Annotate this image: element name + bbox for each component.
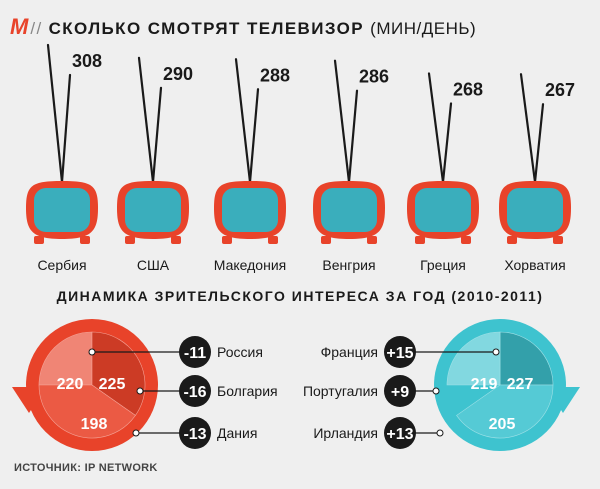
title-separator: //: [30, 19, 43, 38]
change-badge-label: +15: [386, 345, 413, 362]
change-badge-label: -13: [183, 426, 206, 443]
tv-screen: [415, 188, 471, 232]
antenna-right: [347, 89, 359, 184]
circle-sector: [499, 331, 554, 386]
circle-sector: [456, 384, 554, 439]
tv-foot-right: [80, 236, 90, 244]
tv-value-label: 288: [260, 65, 290, 85]
circle-value-label: 227: [507, 376, 534, 393]
country-label: Португалия: [303, 383, 378, 399]
tv-foot-right: [461, 236, 471, 244]
tv-foot-left: [125, 236, 135, 244]
tv-country-label: США: [137, 257, 170, 273]
section-title: ДИНАМИКА ЗРИТЕЛЬСКОГО ИНТЕРЕСА ЗА ГОД (2…: [56, 288, 544, 304]
tv-chart: 308 Сербия 290 США 288 Македония 286 Венгрия 268…: [26, 43, 575, 273]
country-label: Болгария: [217, 383, 278, 399]
tv-country-label: Македония: [214, 257, 286, 273]
tv-value-label: 308: [72, 51, 102, 71]
tv-country-label: Хорватия: [504, 257, 565, 273]
circle-sector: [38, 384, 136, 439]
antenna-right: [60, 73, 72, 184]
circle-value-label: 205: [489, 416, 516, 433]
tv-country-label: Греция: [420, 257, 466, 273]
country-label: Ирландия: [313, 425, 378, 441]
tv-1: 308 Сербия: [26, 43, 102, 273]
tv-foot-left: [415, 236, 425, 244]
circle-value-label: 198: [81, 416, 108, 433]
tv-4: 286 Венгрия: [313, 59, 389, 273]
arrow-down-icon: [546, 387, 580, 413]
tv-foot-right: [553, 236, 563, 244]
tv-5: 268 Греция: [407, 72, 483, 273]
tv-screen: [507, 188, 563, 232]
antenna-left: [234, 58, 252, 184]
title-unit: (МИН/ДЕНЬ): [370, 19, 477, 38]
change-badge: [179, 417, 211, 449]
tv-foot-right: [367, 236, 377, 244]
tv-screen: [321, 188, 377, 232]
tv-value-label: 286: [359, 67, 389, 87]
change-badge: [179, 336, 211, 368]
leader-dot: [432, 387, 440, 395]
antenna-right: [441, 102, 453, 184]
tv-screen: [125, 188, 181, 232]
change-badge-label: +9: [391, 384, 409, 401]
tv-value-label: 267: [545, 80, 575, 100]
chart-title: М// СКОЛЬКО СМОТРЯТ ТЕЛЕВИЗОР (МИН/ДЕНЬ): [10, 14, 476, 40]
logo: М: [10, 14, 29, 39]
leader-dot: [492, 348, 500, 356]
tv-value-label: 290: [163, 64, 193, 84]
circle-sector: [91, 331, 146, 416]
leader-dot: [88, 348, 96, 356]
circle-sector: [38, 331, 93, 386]
antenna-left: [427, 72, 445, 184]
leader-dot: [436, 429, 444, 437]
tv-country-label: Венгрия: [322, 257, 375, 273]
antenna-right: [533, 103, 545, 184]
antenna-left: [46, 43, 64, 184]
change-badge-label: -11: [184, 345, 206, 362]
tv-2: 290 США: [117, 56, 193, 273]
antenna-left: [519, 73, 537, 184]
arrow-down-icon: [12, 387, 46, 413]
right-circle-group: 219 227 205 +15 Франция +9 Португалия +13 Ирланд…: [303, 319, 580, 451]
tv-screen: [34, 188, 90, 232]
circle-value-label: 220: [57, 376, 84, 393]
leader-dot: [136, 387, 144, 395]
tv-foot-left: [321, 236, 331, 244]
tv-3: 288 Македония: [214, 58, 290, 273]
circle-value-label: 225: [99, 376, 126, 393]
country-label: Дания: [217, 425, 257, 441]
circle-sector: [446, 331, 501, 386]
tv-6: 267 Хорватия: [499, 73, 575, 273]
tv-value-label: 268: [453, 80, 483, 100]
country-label: Франция: [321, 344, 378, 360]
tv-foot-left: [507, 236, 517, 244]
left-circle-group: 220 225 198 -11 Россия -16 Болгария -13 Дания: [12, 319, 278, 451]
change-badge: [384, 336, 416, 368]
tv-foot-right: [268, 236, 278, 244]
tv-screen: [222, 188, 278, 232]
antenna-right: [151, 86, 163, 184]
change-badge: [384, 375, 416, 407]
antenna-right: [248, 88, 260, 184]
change-badge-label: -16: [183, 384, 206, 401]
tv-foot-right: [171, 236, 181, 244]
country-label: Россия: [217, 344, 263, 360]
antenna-left: [137, 56, 155, 184]
source-note: ИСТОЧНИК: IP NETWORK: [14, 462, 158, 474]
change-badge: [179, 375, 211, 407]
tv-foot-left: [34, 236, 44, 244]
circle-value-label: 219: [471, 376, 498, 393]
antenna-left: [333, 59, 351, 184]
leader-dot: [132, 429, 140, 437]
tv-foot-left: [222, 236, 232, 244]
change-badge: [384, 417, 416, 449]
title-text: СКОЛЬКО СМОТРЯТ ТЕЛЕВИЗОР: [48, 19, 365, 38]
tv-country-label: Сербия: [37, 257, 86, 273]
change-badge-label: +13: [386, 426, 413, 443]
